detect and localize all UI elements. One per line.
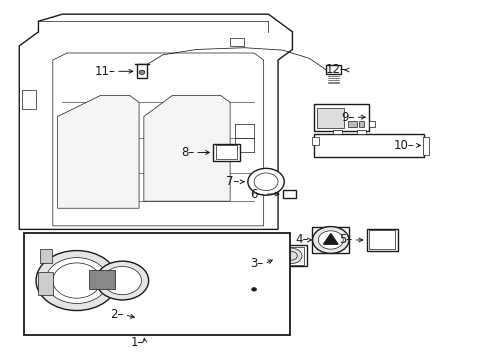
Bar: [311, 136, 318, 145]
Circle shape: [280, 248, 302, 264]
Circle shape: [251, 288, 256, 291]
Bar: [313, 104, 368, 131]
Bar: [282, 190, 296, 198]
Bar: [39, 272, 53, 294]
Bar: [275, 245, 306, 266]
Circle shape: [36, 251, 117, 311]
Text: 8–: 8–: [181, 146, 194, 159]
Bar: [356, 130, 365, 134]
Polygon shape: [323, 234, 337, 244]
Bar: [21, 90, 36, 109]
Text: 5–: 5–: [339, 234, 352, 247]
Bar: [422, 137, 427, 154]
Bar: [317, 108, 343, 128]
Polygon shape: [137, 238, 275, 327]
Text: 3–: 3–: [250, 257, 263, 270]
Circle shape: [45, 258, 108, 303]
Bar: [215, 145, 237, 159]
Circle shape: [247, 168, 284, 195]
Bar: [332, 130, 341, 134]
Bar: [347, 121, 356, 127]
Bar: [278, 247, 304, 265]
Bar: [368, 230, 395, 249]
Circle shape: [139, 70, 144, 75]
Text: 11–: 11–: [94, 65, 115, 78]
Bar: [311, 226, 348, 253]
Bar: [366, 229, 397, 251]
Bar: [213, 144, 239, 161]
Bar: [358, 121, 364, 127]
Text: 1–: 1–: [130, 337, 143, 350]
Text: 2–: 2–: [110, 308, 123, 321]
Polygon shape: [143, 95, 230, 201]
Bar: [368, 121, 374, 127]
Text: 12–: 12–: [325, 63, 346, 76]
Circle shape: [103, 266, 141, 294]
Circle shape: [96, 261, 148, 300]
Bar: [24, 233, 289, 335]
Bar: [40, 249, 52, 263]
Bar: [325, 66, 341, 74]
Circle shape: [318, 231, 343, 249]
Bar: [137, 64, 147, 78]
Text: 4–: 4–: [295, 234, 308, 247]
Text: 6–: 6–: [250, 188, 263, 201]
Bar: [313, 134, 424, 157]
Bar: [89, 270, 115, 289]
Polygon shape: [53, 53, 263, 226]
Text: 9–: 9–: [341, 111, 354, 124]
Circle shape: [312, 226, 348, 253]
Text: 7–: 7–: [226, 175, 239, 188]
Polygon shape: [19, 14, 292, 229]
Bar: [230, 38, 244, 46]
Polygon shape: [58, 95, 139, 208]
Text: 10–: 10–: [393, 139, 414, 152]
Polygon shape: [36, 242, 141, 323]
